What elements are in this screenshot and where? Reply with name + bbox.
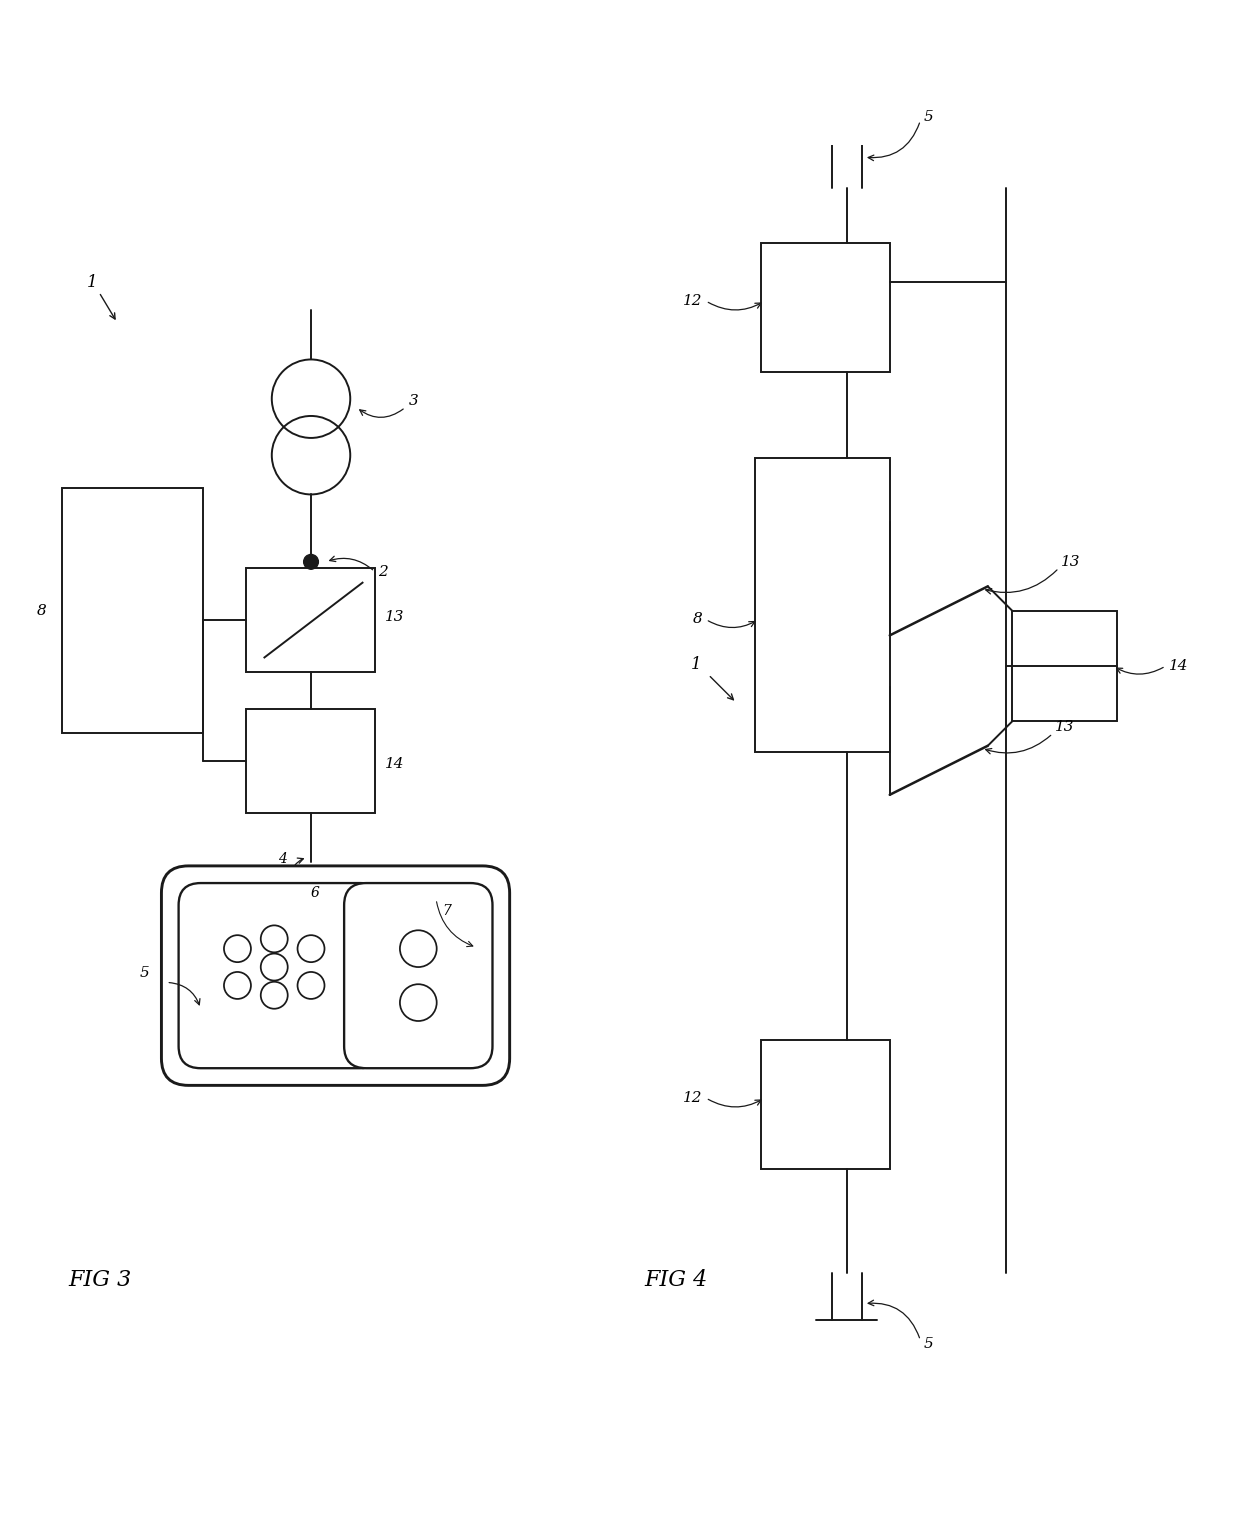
Text: 14: 14 bbox=[384, 756, 404, 772]
Bar bbox=[246, 709, 374, 813]
Bar bbox=[246, 568, 374, 672]
Text: 14: 14 bbox=[1169, 659, 1189, 673]
Text: 1: 1 bbox=[691, 656, 702, 673]
Text: 12: 12 bbox=[683, 294, 702, 308]
Bar bbox=[62, 488, 203, 734]
Text: 5: 5 bbox=[924, 109, 934, 124]
Bar bbox=[761, 1040, 890, 1169]
Text: 2: 2 bbox=[378, 564, 388, 579]
Bar bbox=[761, 243, 890, 371]
Text: 8: 8 bbox=[36, 603, 46, 619]
Text: 13: 13 bbox=[1061, 555, 1081, 568]
Text: 7: 7 bbox=[443, 904, 451, 919]
Text: FIG 4: FIG 4 bbox=[645, 1269, 708, 1292]
FancyBboxPatch shape bbox=[345, 882, 492, 1069]
Bar bbox=[755, 458, 890, 752]
Text: 5: 5 bbox=[924, 1337, 934, 1351]
Text: 6: 6 bbox=[311, 885, 320, 901]
Circle shape bbox=[304, 555, 319, 568]
FancyBboxPatch shape bbox=[179, 882, 382, 1069]
Text: 13: 13 bbox=[1055, 720, 1075, 734]
Text: 5: 5 bbox=[139, 966, 149, 979]
Text: 3: 3 bbox=[409, 394, 419, 408]
Text: 4: 4 bbox=[278, 852, 286, 866]
Text: 12: 12 bbox=[683, 1092, 702, 1105]
Text: FIG 3: FIG 3 bbox=[68, 1269, 131, 1292]
Text: 8: 8 bbox=[692, 612, 702, 626]
Text: 1: 1 bbox=[87, 274, 97, 291]
Text: 13: 13 bbox=[384, 609, 404, 625]
Bar bbox=[1012, 611, 1116, 722]
